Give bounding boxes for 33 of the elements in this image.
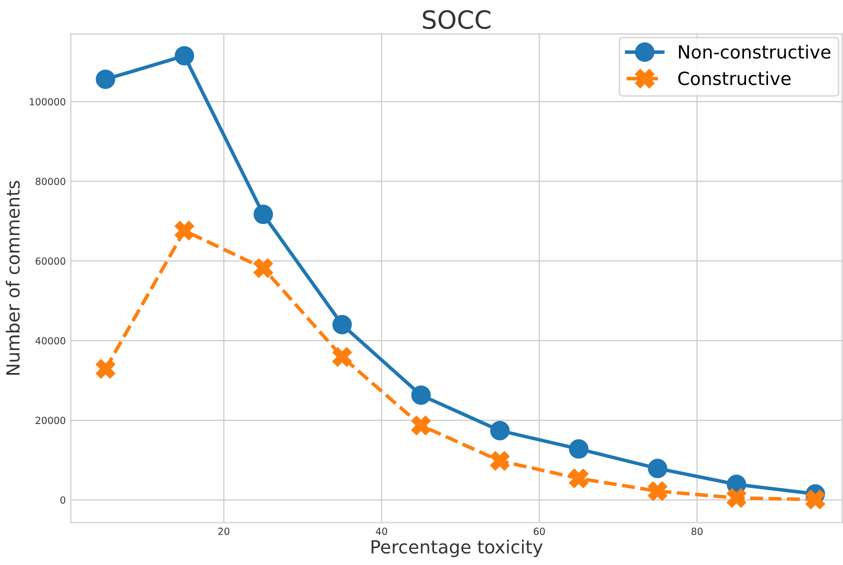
point (569, 439, 588, 459)
point (96, 359, 116, 379)
x-tick-label: 60 (534, 528, 545, 536)
point (96, 70, 116, 90)
point (648, 458, 668, 478)
x-tick-label: 20 (218, 528, 230, 536)
x-axis-title: Percentage toxicity (372, 540, 543, 558)
point (254, 204, 273, 224)
y-tick-label: 100000 (30, 98, 66, 106)
point (806, 490, 826, 510)
point (174, 220, 194, 240)
point (490, 451, 510, 471)
point (332, 347, 352, 367)
point (254, 258, 273, 278)
y-axis-title: Number of comments (6, 180, 20, 375)
point (490, 420, 510, 440)
y-tick-label: 20000 (36, 416, 66, 424)
point (726, 488, 746, 508)
point (174, 46, 194, 66)
point (332, 314, 352, 334)
legend-label: Non-constructive (678, 44, 830, 59)
chart-title: SOCC (422, 10, 490, 30)
x-tick-label: 80 (692, 528, 703, 536)
point (411, 385, 431, 405)
y-tick-label: 40000 (36, 337, 66, 344)
point (411, 416, 431, 436)
point (569, 468, 588, 488)
legend-label: Constructive (678, 71, 791, 86)
x-tick-label: 40 (376, 528, 388, 536)
y-tick-label: 80000 (36, 178, 66, 186)
point (648, 481, 668, 501)
y-tick-label: 60000 (36, 257, 66, 265)
y-tick-label: 0 (60, 496, 66, 504)
